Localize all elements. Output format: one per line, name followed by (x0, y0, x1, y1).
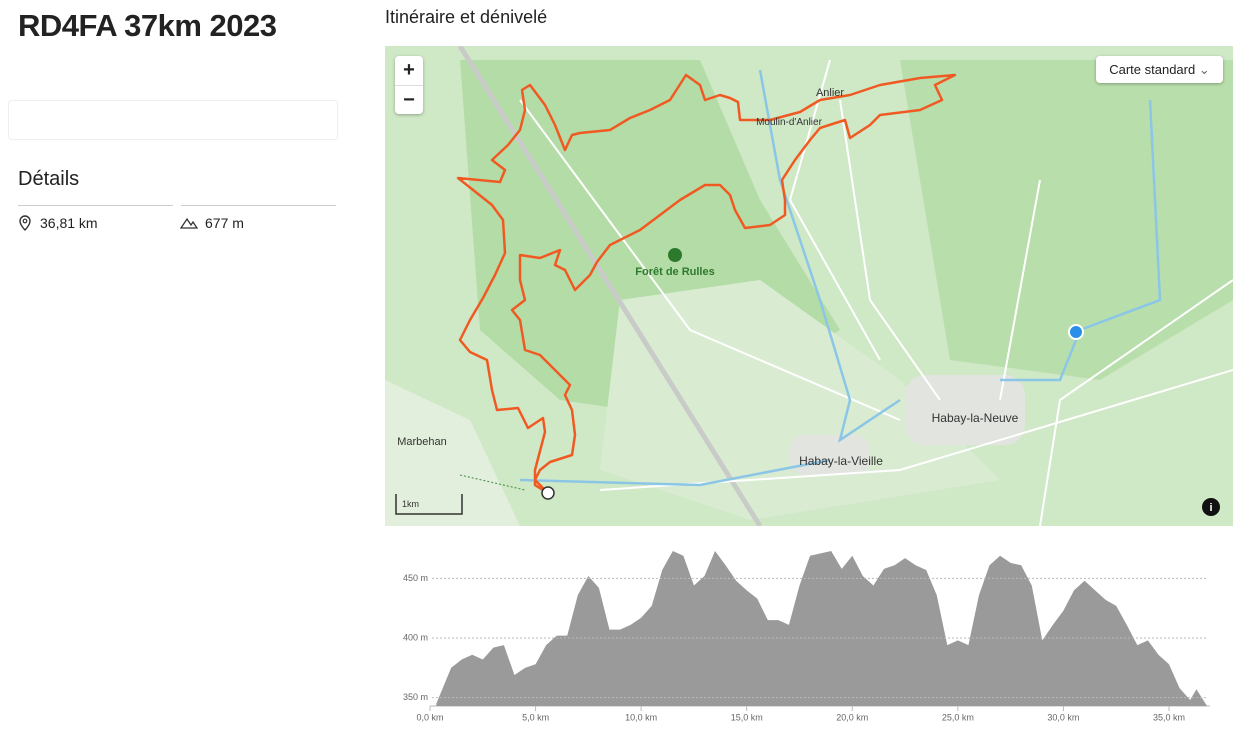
place-label: Marbehan (397, 436, 447, 448)
route-title: RD4FA 37km 2023 (18, 8, 277, 43)
railway (457, 46, 763, 526)
place-label: Habay-la-Vieille (799, 454, 883, 468)
distance-icon (19, 215, 31, 231)
zoom-in[interactable]: + (395, 56, 423, 86)
layer-button[interactable]: Carte standard ⌄ (1096, 56, 1223, 83)
forest-icon (668, 248, 682, 262)
y-tick-label: 400 m (403, 632, 428, 642)
place-label: Anlier (816, 87, 844, 99)
x-tick-label: 25,0 km (942, 712, 974, 722)
x-tick-label: 30,0 km (1047, 712, 1079, 722)
trail (459, 474, 526, 491)
layer-label: Carte standard (1109, 62, 1196, 77)
elevation-area (436, 550, 1207, 706)
road (519, 59, 1233, 526)
details-heading: Détails (18, 168, 80, 190)
zoom-control: + − (395, 56, 423, 114)
y-tick-label: 450 m (403, 573, 428, 583)
place-label: Habay-la-Neuve (932, 411, 1019, 425)
distance: 36,81 km (40, 215, 98, 231)
divider (181, 205, 336, 206)
x-tick-label: 35,0 km (1153, 712, 1185, 722)
info-icon: i (1209, 502, 1212, 514)
section-heading: Itinéraire et dénivelé (385, 7, 548, 27)
town (905, 375, 1025, 445)
y-tick-label: 350 m (403, 692, 428, 702)
x-tick-label: 20,0 km (836, 712, 868, 722)
x-tick-label: 15,0 km (731, 712, 763, 722)
place-label: Forêt de Rulles (635, 266, 714, 278)
fields (600, 280, 1000, 520)
scale-label: 1km (402, 499, 419, 509)
poi-icon (1068, 324, 1084, 340)
divider (18, 205, 173, 206)
finish-flag (541, 486, 555, 500)
x-tick-label: 5,0 km (522, 712, 549, 722)
x-tick-label: 0,0 km (416, 712, 443, 722)
elevation-gain: 677 m (205, 215, 244, 231)
elevation-icon (180, 217, 198, 229)
x-tick-label: 10,0 km (625, 712, 657, 722)
scale-bar (395, 494, 463, 515)
blurred-box (8, 100, 338, 140)
map[interactable]: Anlier Moulin-d'Anlier Forêt de Rulles M… (385, 46, 1233, 526)
forest (900, 60, 1233, 380)
route (456, 73, 957, 495)
place-label: Moulin-d'Anlier (756, 117, 822, 128)
zoom-out[interactable]: − (403, 89, 415, 111)
info-button[interactable] (1202, 498, 1220, 516)
fields (385, 380, 520, 526)
